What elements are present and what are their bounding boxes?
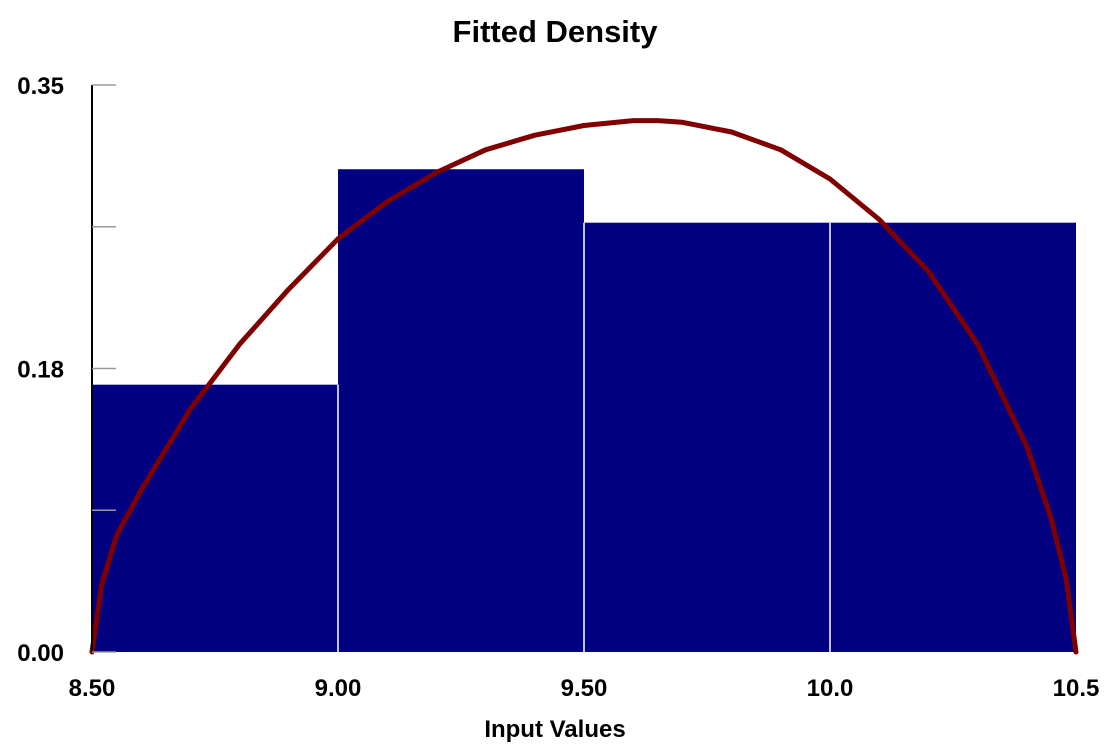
x-tick-label-5: 10.5	[1053, 675, 1100, 702]
tick-labels-group: 0.00 0.18 0.35 8.50 9.00 9.50 10.0 10.5	[17, 73, 1099, 702]
bar-2	[338, 169, 584, 653]
y-tick-label-2: 0.18	[17, 357, 64, 384]
bar-1	[92, 384, 338, 652]
x-tick-label-2: 9.00	[315, 675, 362, 702]
x-tick-label-4: 10.0	[807, 675, 854, 702]
bar-3	[584, 222, 830, 652]
bar-4	[830, 222, 1076, 652]
y-tick-label-1: 0.00	[17, 640, 64, 667]
bars-group	[92, 169, 1076, 653]
x-tick-label-3: 9.50	[561, 675, 608, 702]
axes-group	[91, 84, 116, 653]
fitted-density-curve	[89, 118, 1079, 655]
x-axis-label: Input Values	[484, 716, 625, 743]
x-tick-label-1: 8.50	[69, 675, 116, 702]
y-tick-label-3: 0.35	[17, 73, 64, 100]
curve-group	[89, 118, 1079, 655]
chart-title: Fitted Density	[453, 14, 659, 49]
